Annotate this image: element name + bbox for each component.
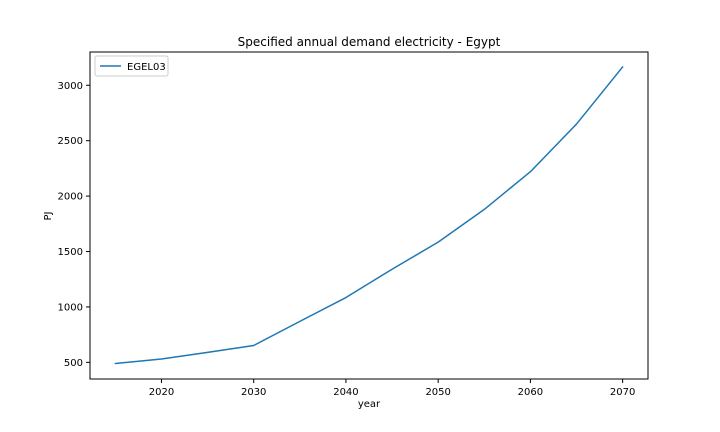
x-tick-label: 2070 bbox=[610, 387, 635, 398]
x-tick-label: 2050 bbox=[425, 387, 450, 398]
plot-area bbox=[89, 51, 649, 380]
y-tick-label: 3000 bbox=[58, 81, 83, 92]
x-axis: 2020 2030 2040 2050 2060 2070 bbox=[149, 379, 635, 398]
x-tick-label: 2040 bbox=[333, 387, 358, 398]
y-axis: 500 1000 1500 2000 2500 3000 bbox=[58, 81, 90, 369]
x-tick-label: 2030 bbox=[241, 387, 266, 398]
series-line-egel03 bbox=[114, 66, 624, 365]
legend-box bbox=[94, 55, 169, 77]
x-axis-label: year bbox=[358, 399, 381, 410]
chart-title: Specified annual demand electricity - Eg… bbox=[238, 35, 501, 49]
x-tick-label: 2060 bbox=[518, 387, 543, 398]
y-tick-label: 1000 bbox=[58, 302, 83, 313]
legend-label-egel03: EGEL03 bbox=[127, 62, 166, 73]
legend: EGEL03 bbox=[94, 55, 169, 77]
y-axis-label: PJ bbox=[43, 212, 54, 221]
x-tick-label: 2020 bbox=[149, 387, 174, 398]
y-tick-label: 1500 bbox=[58, 247, 83, 258]
series-layer bbox=[114, 66, 624, 365]
y-tick-label: 2000 bbox=[58, 192, 83, 203]
y-tick-label: 2500 bbox=[58, 136, 83, 147]
y-tick-label: 500 bbox=[64, 358, 83, 369]
